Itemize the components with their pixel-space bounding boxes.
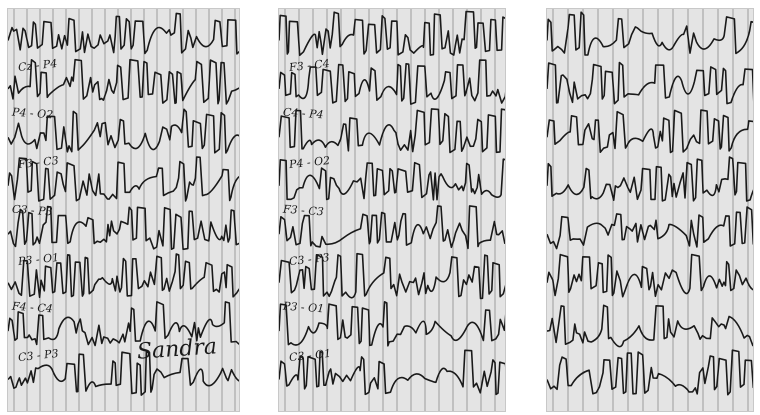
eeg-channel-trace <box>8 253 239 299</box>
eeg-channel-trace <box>8 351 239 396</box>
eeg-channel-trace <box>547 253 753 298</box>
eeg-channel-trace <box>8 58 239 105</box>
eeg-channel-trace <box>279 158 505 201</box>
eeg-channel-trace <box>547 349 753 396</box>
eeg-channel-trace <box>547 304 753 348</box>
eeg-channel-trace <box>547 206 753 250</box>
eeg-channel-trace <box>547 61 753 105</box>
eeg-channel-trace <box>279 10 505 57</box>
eeg-channel-trace <box>279 205 505 250</box>
eeg-channel-trace <box>279 349 505 396</box>
eeg-channel-trace <box>547 109 753 154</box>
eeg-channel-trace <box>8 156 239 202</box>
eeg-trace-canvas <box>8 9 239 411</box>
eeg-channel-trace <box>8 301 239 347</box>
eeg-channel-trace <box>279 252 505 300</box>
eeg-channel-trace <box>8 205 239 251</box>
eeg-channel-trace <box>547 156 753 202</box>
eeg-channel-trace <box>547 11 753 56</box>
eeg-channel-trace <box>8 12 239 55</box>
eeg-strip-left: Cz - P4 P4 - O2 F3 - C3 C3 - P3 P3 - O1 F4 - … <box>7 8 240 412</box>
eeg-channel-trace <box>279 301 505 347</box>
eeg-strip-middle: F3 - C4 C4 - P4 P4 - O2 F3 - C3 C3 - P3 P3 - … <box>278 8 506 412</box>
eeg-trace-canvas <box>279 9 505 411</box>
eeg-channel-trace <box>279 59 505 105</box>
eeg-channel-trace <box>279 108 505 154</box>
eeg-strip-right <box>546 8 754 412</box>
eeg-trace-canvas <box>547 9 753 411</box>
eeg-channel-trace <box>8 108 239 154</box>
